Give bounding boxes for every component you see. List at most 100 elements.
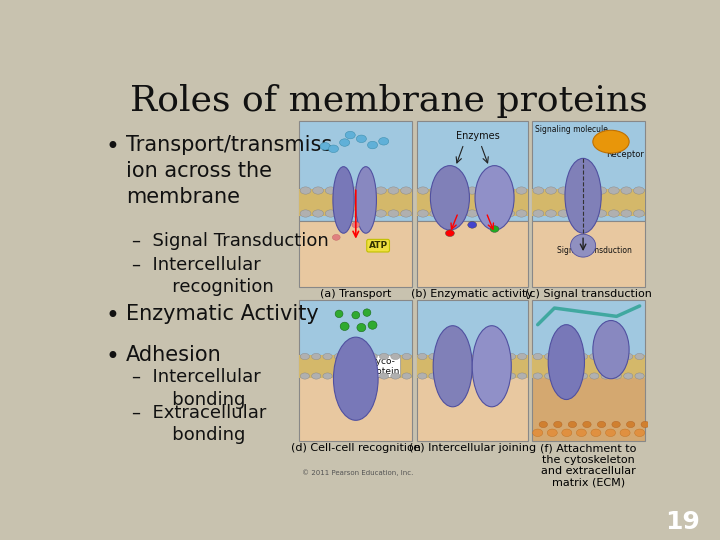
Ellipse shape xyxy=(462,353,472,360)
Text: (b) Enzymatic activity: (b) Enzymatic activity xyxy=(411,289,534,299)
Ellipse shape xyxy=(516,187,527,194)
Ellipse shape xyxy=(624,373,633,379)
Ellipse shape xyxy=(328,145,338,152)
Ellipse shape xyxy=(612,373,621,379)
Ellipse shape xyxy=(333,167,354,233)
Ellipse shape xyxy=(583,210,594,217)
Bar xyxy=(417,121,528,221)
Text: (c) Signal transduction: (c) Signal transduction xyxy=(525,289,652,299)
Ellipse shape xyxy=(430,187,441,194)
Text: Roles of membrane proteins: Roles of membrane proteins xyxy=(130,84,647,118)
Ellipse shape xyxy=(388,210,399,217)
Ellipse shape xyxy=(338,187,348,194)
Text: –  Signal Transduction: – Signal Transduction xyxy=(132,232,328,250)
Ellipse shape xyxy=(547,429,557,436)
Ellipse shape xyxy=(562,429,572,436)
Ellipse shape xyxy=(518,373,527,379)
Ellipse shape xyxy=(516,210,527,217)
Ellipse shape xyxy=(312,187,323,194)
Bar xyxy=(300,221,413,287)
Text: –  Intercellular
       bonding: – Intercellular bonding xyxy=(132,368,261,409)
Ellipse shape xyxy=(593,130,629,153)
Ellipse shape xyxy=(495,353,505,360)
Ellipse shape xyxy=(506,353,516,360)
Ellipse shape xyxy=(325,210,336,217)
Text: Signaling molecule: Signaling molecule xyxy=(535,125,608,134)
Ellipse shape xyxy=(533,373,542,379)
Ellipse shape xyxy=(473,373,482,379)
Ellipse shape xyxy=(446,230,454,237)
Ellipse shape xyxy=(595,210,607,217)
Ellipse shape xyxy=(388,187,399,194)
Ellipse shape xyxy=(418,210,428,217)
Ellipse shape xyxy=(300,210,311,217)
Ellipse shape xyxy=(485,353,493,360)
Ellipse shape xyxy=(369,243,377,248)
Bar xyxy=(532,188,645,215)
Text: Enzymes: Enzymes xyxy=(456,131,500,141)
Ellipse shape xyxy=(323,373,332,379)
Ellipse shape xyxy=(351,187,361,194)
Ellipse shape xyxy=(312,353,321,360)
Ellipse shape xyxy=(590,373,599,379)
Ellipse shape xyxy=(363,309,371,316)
Ellipse shape xyxy=(556,373,565,379)
Ellipse shape xyxy=(582,421,591,428)
Ellipse shape xyxy=(467,210,477,217)
Ellipse shape xyxy=(620,429,630,436)
Ellipse shape xyxy=(351,210,361,217)
Ellipse shape xyxy=(634,187,644,194)
Ellipse shape xyxy=(376,210,387,217)
Bar xyxy=(417,221,528,287)
Ellipse shape xyxy=(558,210,569,217)
Ellipse shape xyxy=(578,353,588,360)
Text: ATP: ATP xyxy=(369,241,387,250)
Ellipse shape xyxy=(570,234,595,257)
Ellipse shape xyxy=(546,187,557,194)
Bar xyxy=(532,355,645,378)
Bar xyxy=(417,355,528,378)
Bar xyxy=(532,370,645,441)
Ellipse shape xyxy=(300,353,310,360)
Ellipse shape xyxy=(429,353,438,360)
Ellipse shape xyxy=(346,353,355,360)
Ellipse shape xyxy=(402,353,411,360)
Ellipse shape xyxy=(518,353,527,360)
Ellipse shape xyxy=(624,353,633,360)
Ellipse shape xyxy=(451,373,460,379)
Text: 19: 19 xyxy=(665,510,700,535)
Ellipse shape xyxy=(368,373,377,379)
Bar xyxy=(300,355,413,378)
Ellipse shape xyxy=(583,187,594,194)
Ellipse shape xyxy=(335,310,343,318)
Ellipse shape xyxy=(571,210,582,217)
Ellipse shape xyxy=(418,187,428,194)
Ellipse shape xyxy=(352,222,360,228)
Ellipse shape xyxy=(506,373,516,379)
Ellipse shape xyxy=(320,143,330,150)
Ellipse shape xyxy=(333,234,340,240)
Ellipse shape xyxy=(430,210,441,217)
Ellipse shape xyxy=(533,210,544,217)
Ellipse shape xyxy=(568,421,577,428)
Ellipse shape xyxy=(548,325,585,400)
Ellipse shape xyxy=(634,210,644,217)
Ellipse shape xyxy=(340,322,349,330)
Ellipse shape xyxy=(429,373,438,379)
Ellipse shape xyxy=(346,373,355,379)
Ellipse shape xyxy=(355,167,377,233)
Ellipse shape xyxy=(352,312,360,319)
Bar xyxy=(417,300,528,370)
Ellipse shape xyxy=(533,353,542,360)
Ellipse shape xyxy=(492,187,503,194)
Ellipse shape xyxy=(338,210,348,217)
Ellipse shape xyxy=(367,141,377,149)
Text: –  Extracellular
       bonding: – Extracellular bonding xyxy=(132,404,266,444)
Ellipse shape xyxy=(418,373,427,379)
Ellipse shape xyxy=(391,373,400,379)
Bar xyxy=(417,370,528,441)
Text: Glyco-
protein: Glyco- protein xyxy=(367,356,400,376)
Ellipse shape xyxy=(490,226,499,232)
Ellipse shape xyxy=(634,429,644,436)
Ellipse shape xyxy=(635,373,644,379)
